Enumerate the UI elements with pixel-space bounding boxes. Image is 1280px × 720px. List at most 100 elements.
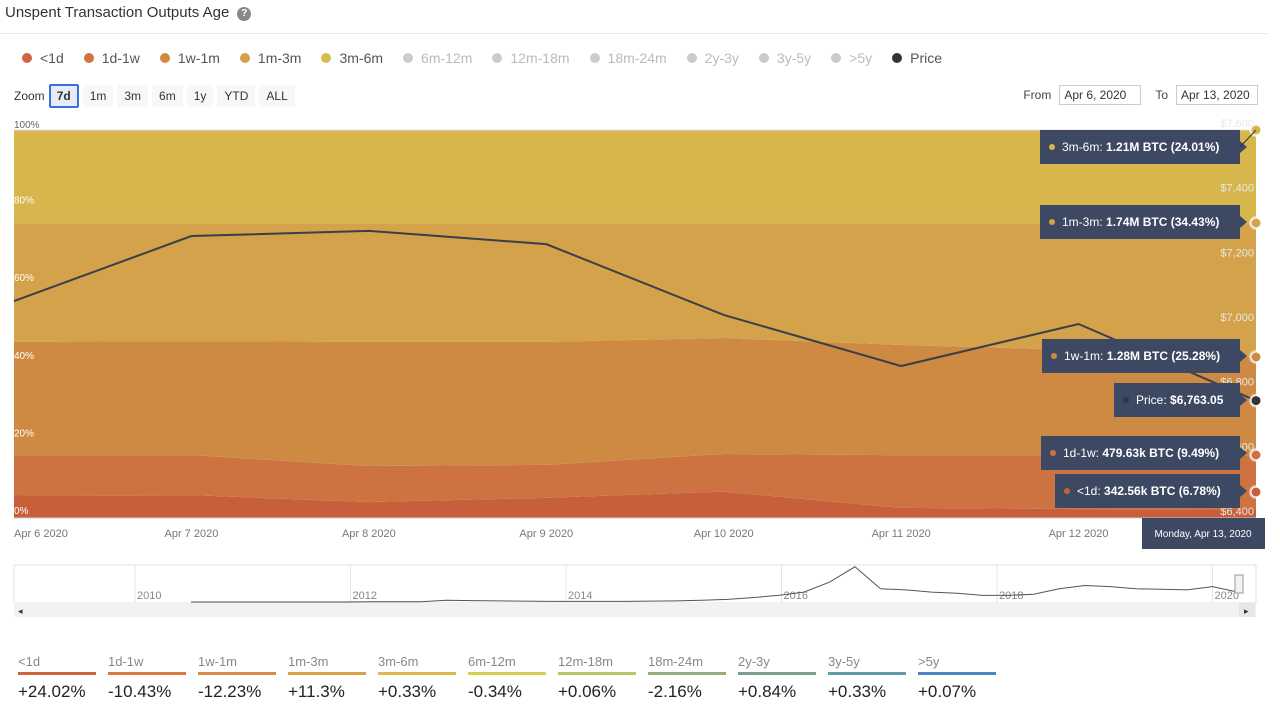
navigator-year-label: 2012: [353, 590, 377, 602]
zoom-button-3m[interactable]: 3m: [117, 85, 149, 107]
stat-color-bar: [18, 672, 96, 675]
navigator[interactable]: 2010 2012 2014 2016 2018 2020: [13, 564, 1257, 604]
legend-label: 1m-3m: [257, 50, 302, 66]
svg-text:3m-6m: 1.21M BTC (24.01%): 3m-6m: 1.21M BTC (24.01%): [1062, 140, 1219, 154]
tooltip-value: 342.56k BTC (6.78%): [1104, 484, 1221, 498]
date-tooltip: Monday, Apr 13, 2020: [1142, 518, 1265, 549]
stat-item: 3m-6m +0.33%: [378, 654, 456, 702]
legend-item[interactable]: 18m-24m: [589, 50, 667, 66]
legend-item[interactable]: 2y-3y: [686, 50, 739, 66]
stat-color-bar: [378, 672, 456, 675]
zoom-button-7d[interactable]: 7d: [48, 84, 79, 108]
legend-item[interactable]: <1d: [22, 50, 64, 66]
y-left-tick: 100%: [14, 120, 40, 131]
hover-marker-dot: [1250, 351, 1262, 363]
stat-label: 12m-18m: [558, 654, 613, 669]
stat-color-bar: [918, 672, 996, 675]
x-tick-label: Apr 11 2020: [872, 528, 931, 540]
legend-label: 1d-1w: [101, 50, 140, 66]
tooltip-label: 1w-1m:: [1064, 349, 1107, 363]
svg-text:1w-1m: 1.28M BTC (25.28%): 1w-1m: 1.28M BTC (25.28%): [1064, 349, 1220, 363]
stat-color-bar: [738, 672, 816, 675]
hover-marker-dot: [1250, 217, 1262, 229]
legend-item[interactable]: Price: [892, 50, 942, 66]
legend-item[interactable]: 6m-12m: [403, 50, 472, 66]
tooltip-value: 1.74M BTC (34.43%): [1106, 215, 1219, 229]
y-right-tick: $6,400: [1220, 506, 1254, 518]
tooltip-label: 1m-3m:: [1062, 215, 1106, 229]
to-date-input[interactable]: [1176, 85, 1258, 105]
legend-dot-icon: [83, 53, 94, 63]
area-chart: 0%20%40%60%80%100%$6,400$6,600$6,800$7,0…: [13, 118, 1265, 617]
scroll-right-icon[interactable]: ▸: [1244, 606, 1249, 616]
navigator-scrollbar[interactable]: [14, 603, 1256, 617]
legend-item[interactable]: 1m-3m: [239, 50, 302, 66]
help-icon[interactable]: ?: [237, 7, 252, 21]
stat-value: +0.33%: [378, 682, 437, 701]
stat-color-bar: [828, 672, 906, 675]
hover-marker-dot: [1250, 449, 1262, 461]
zoom-button-6m[interactable]: 6m: [152, 85, 183, 107]
svg-text:1m-3m: 1.74M BTC (34.43%): 1m-3m: 1.74M BTC (34.43%): [1062, 215, 1219, 229]
tooltip-label: 1d-1w:: [1063, 446, 1102, 460]
y-right-tick: $7,200: [1220, 247, 1254, 259]
stat-value: -10.43%: [108, 682, 172, 701]
stat-color-bar: [108, 672, 186, 675]
stat-item: 18m-24m -2.16%: [648, 654, 726, 702]
navigator-handle[interactable]: [1234, 574, 1244, 594]
x-tick-label: Apr 8 2020: [342, 528, 396, 540]
from-date-input[interactable]: [1059, 85, 1142, 105]
stat-item: 12m-18m +0.06%: [558, 654, 636, 702]
legend-label: 18m-24m: [607, 50, 667, 66]
legend-item[interactable]: 1w-1m: [159, 50, 220, 66]
stat-value: +0.06%: [558, 682, 617, 701]
navigator-year-label: 2014: [568, 590, 592, 602]
legend-item[interactable]: 12m-18m: [492, 50, 570, 66]
x-tick-label: Apr 10 2020: [694, 528, 754, 540]
zoom-button-1y[interactable]: 1y: [186, 85, 214, 107]
zoom-button-1m[interactable]: 1m: [82, 85, 114, 107]
legend-dot-icon: [892, 53, 903, 63]
y-right-tick: $7,600: [1220, 118, 1254, 130]
x-tick-label: Apr 7 2020: [165, 528, 219, 540]
legend-dot-icon: [831, 53, 842, 63]
legend-item[interactable]: 3m-6m: [321, 50, 383, 66]
legend-item[interactable]: 3y-5y: [758, 50, 812, 66]
legend-item[interactable]: >5y: [831, 50, 872, 66]
tooltip-label: <1d:: [1077, 484, 1104, 498]
legend-dot-icon: [589, 53, 600, 63]
svg-text:<1d: 342.56k BTC (6.78%): <1d: 342.56k BTC (6.78%): [1077, 484, 1221, 498]
stat-item: <1d +24.02%: [18, 654, 96, 702]
stat-label: <1d: [18, 654, 41, 669]
y-left-tick: 20%: [14, 428, 34, 439]
stat-value: +0.33%: [828, 682, 887, 701]
navigator-price-line: [191, 566, 1239, 603]
legend-item[interactable]: 1d-1w: [83, 50, 140, 66]
stat-value: +24.02%: [18, 682, 86, 701]
stat-label: 1d-1w: [108, 654, 144, 669]
legend-label: >5y: [849, 50, 873, 66]
area-1d1w: [14, 453, 1256, 510]
legend-label: 3y-5y: [776, 50, 812, 66]
zoom-button-ytd[interactable]: YTD: [217, 85, 256, 107]
hover-marker-dot: [1250, 395, 1262, 407]
stat-item: >5y +0.07%: [918, 654, 996, 702]
area-1d: [14, 491, 1256, 518]
scroll-thumb[interactable]: [1239, 603, 1255, 617]
stat-item: 1m-3m +11.3%: [288, 654, 366, 702]
zoom-button-all[interactable]: ALL: [259, 85, 295, 107]
stat-color-bar: [468, 672, 546, 675]
stat-label: 3y-5y: [828, 654, 860, 669]
stat-color-bar: [558, 672, 636, 675]
legend-label: <1d: [40, 50, 64, 66]
stat-value: +0.07%: [918, 682, 977, 701]
tooltip-label: Price:: [1136, 393, 1170, 407]
tooltip: <1d: 342.56k BTC (6.78%): [1055, 474, 1247, 508]
stat-color-bar: [288, 672, 366, 675]
tooltip: 1d-1w: 479.63k BTC (9.49%): [1041, 436, 1247, 470]
legend-dot-icon: [239, 53, 250, 63]
stat-value: -2.16%: [648, 682, 702, 701]
stat-item: 3y-5y +0.33%: [828, 654, 906, 702]
divider: [0, 33, 1268, 34]
scroll-left-icon[interactable]: ◂: [18, 606, 23, 616]
